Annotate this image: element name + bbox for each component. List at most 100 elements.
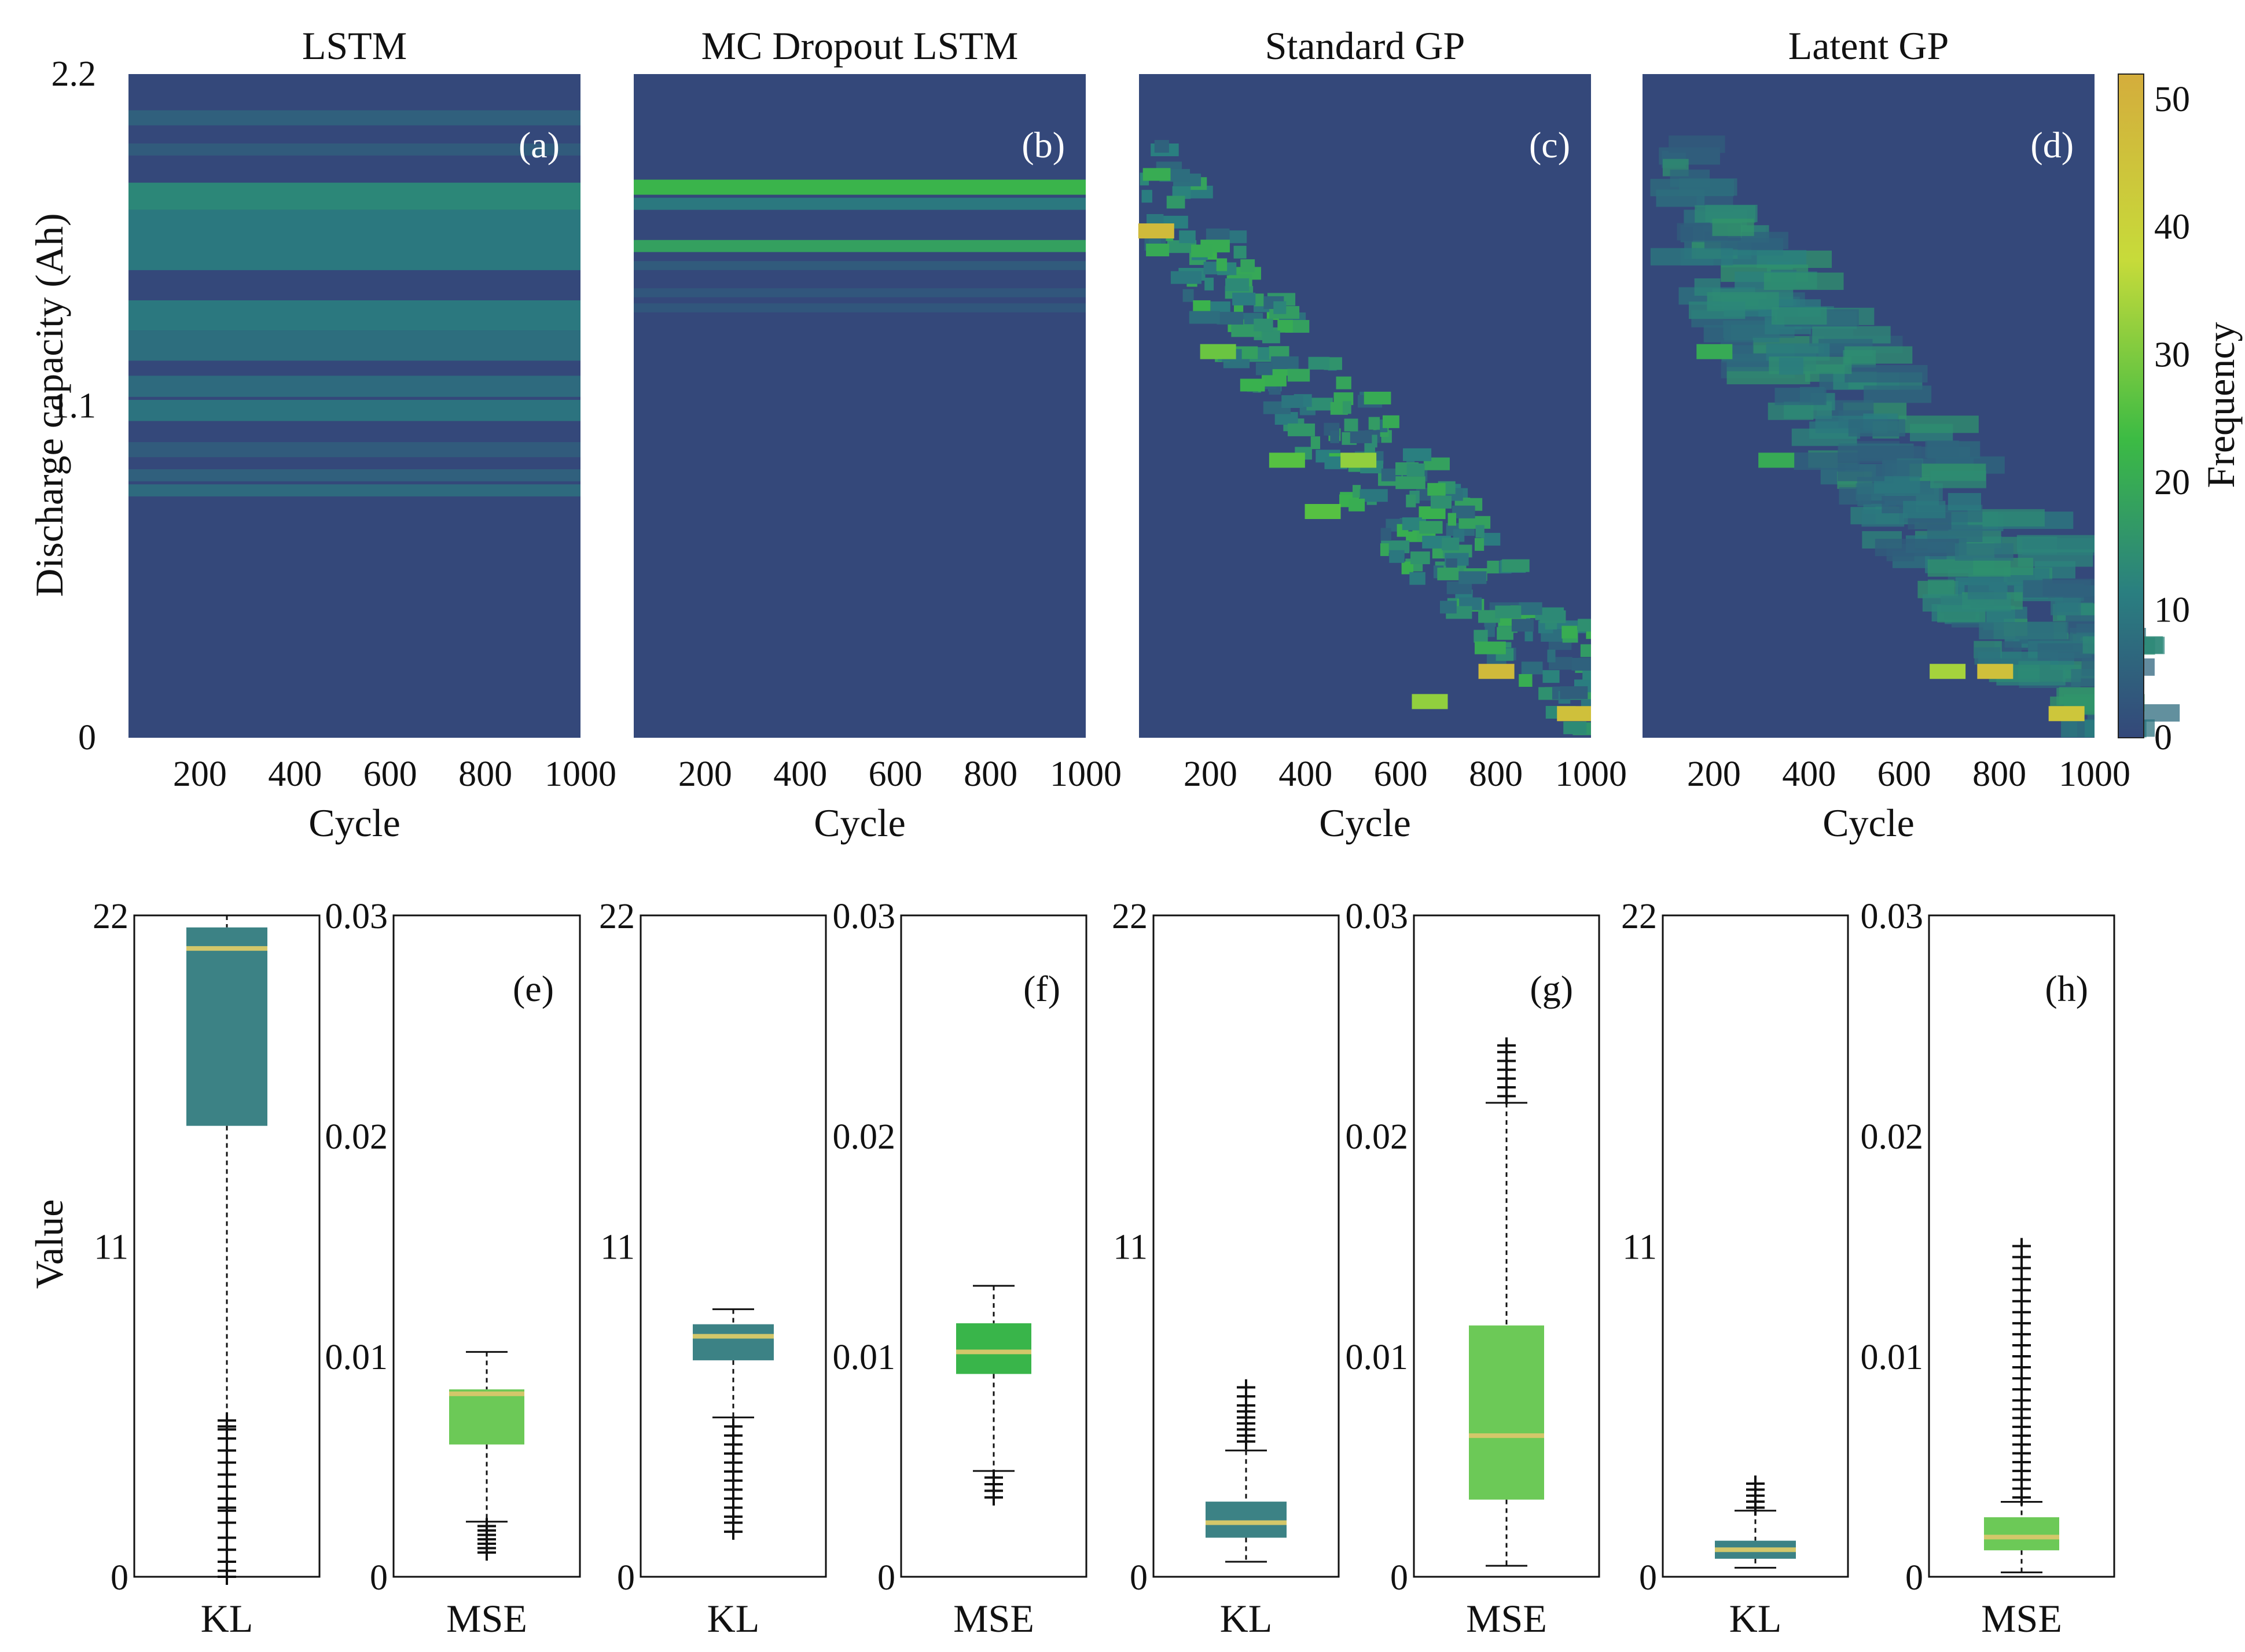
heatmap-cell	[1172, 186, 1191, 199]
heatmap-cell	[1225, 278, 1250, 292]
heatmap-panel-d: Latent GP (d) 200 400 600 800 1000 Cycle	[1643, 24, 2180, 845]
y-tick-label: 0	[1639, 1558, 1657, 1598]
heatmap-band	[128, 300, 580, 331]
heatmap-cell	[1254, 318, 1273, 332]
x-axis-label: Cycle	[308, 801, 401, 845]
boxplot-panel-e: 0 11 22 KL 0 0.01 0.02 0.03 MSE (e) Value	[27, 897, 581, 1640]
heatmap-cell	[2016, 535, 2107, 553]
heatmap-cell	[1206, 228, 1230, 241]
box-iqr	[693, 1324, 774, 1360]
y-tick-label: 0	[1130, 1558, 1148, 1598]
panel-title: MC Dropout LSTM	[701, 24, 1019, 68]
heatmap-cell	[1474, 630, 1488, 643]
colorbar-tick-label: 20	[2154, 463, 2190, 502]
y-tick-label: 1.1	[52, 387, 97, 426]
heatmap-panel-c: Standard GP (c) 200 400 600 800 1000 Cycle	[1138, 24, 1637, 845]
heatmap-cell	[1274, 412, 1298, 425]
heatmap-cell	[1287, 369, 1310, 382]
panel-label: (d)	[2030, 124, 2074, 165]
heatmap-cell	[1446, 581, 1472, 594]
heatmap-cell	[1427, 483, 1446, 496]
heatmap-cell	[1547, 649, 1556, 663]
heatmap-cell	[1349, 498, 1365, 512]
panel-label: (g)	[1530, 968, 1573, 1009]
heatmap-cell	[1261, 373, 1287, 387]
x-tick-label: 1000	[2059, 755, 2130, 794]
y-tick-label: 0	[370, 1558, 388, 1598]
y-tick-label: 0	[877, 1558, 895, 1598]
y-tick-label: 2.2	[52, 54, 97, 94]
x-category-label: MSE	[1981, 1596, 2062, 1640]
heatmap-cell	[1330, 430, 1340, 443]
boxplot-frame	[900, 914, 1087, 1578]
y-tick-label: 0.03	[1346, 897, 1409, 936]
heatmap-cell	[1170, 271, 1202, 284]
heatmap-band	[128, 110, 580, 126]
boxplot-frame	[1152, 914, 1340, 1578]
y-tick-label: 22	[1112, 897, 1148, 936]
x-tick-label: 600	[869, 755, 923, 794]
outlier	[218, 1529, 236, 1546]
outlier	[477, 1518, 496, 1535]
heatmap-cell	[1925, 440, 1959, 458]
heatmap-cell	[1563, 721, 1587, 734]
heatmap-cell	[1712, 218, 1754, 236]
colorbar-gradient	[2118, 73, 2144, 738]
y-tick-label: 0.02	[1346, 1117, 1409, 1157]
box-iqr	[1984, 1517, 2059, 1551]
heatmap-cell	[1401, 561, 1413, 575]
heatmap-hotspot	[1478, 664, 1515, 679]
panel-title: Standard GP	[1265, 24, 1465, 68]
panel-mask	[1591, 71, 1637, 741]
heatmap-cell	[1166, 196, 1185, 209]
heatmap-cell	[1439, 601, 1457, 614]
y-tick-label: 0	[78, 718, 96, 757]
heatmap-band	[128, 143, 580, 156]
x-tick-label: 400	[1278, 755, 1332, 794]
heatmap-cell	[1232, 292, 1256, 306]
heatmap-cell	[1875, 539, 1959, 557]
heatmap-band	[634, 240, 1086, 252]
heatmap-cell	[1273, 301, 1287, 314]
y-tick-label: 0.01	[1861, 1338, 1924, 1377]
heatmap-band	[128, 209, 580, 270]
colorbar: 0 10 20 30 40 50 Frequency	[2118, 73, 2243, 757]
heatmap-cell	[1233, 245, 1247, 259]
heatmap-cell	[1864, 385, 1932, 403]
y-tick-label: 22	[93, 897, 128, 936]
y-tick-label: 0.03	[325, 897, 388, 936]
heatmap-cell	[1167, 240, 1197, 253]
heatmap-cell	[1561, 626, 1578, 639]
y-tick-label: 0.01	[325, 1338, 388, 1377]
boxplot-kl: 0 11 22 KL	[599, 897, 827, 1640]
x-tick-label: 200	[1184, 755, 1237, 794]
colorbar-tick-label: 50	[2154, 80, 2190, 119]
heatmap-cell	[1447, 513, 1457, 526]
heatmap-cell	[1838, 463, 1885, 481]
heatmap-cell	[1844, 346, 1913, 364]
boxplot-panel-g: 0 11 22 KL 0 0.01 0.02 0.03 MSE (g)	[1112, 897, 1600, 1640]
boxplot-kl: 0 11 22 KL	[1112, 897, 1340, 1640]
heatmap-hotspot	[1977, 664, 2013, 679]
heatmap-cell	[1342, 401, 1351, 414]
heatmap-cell	[1898, 415, 1979, 433]
x-category-label: KL	[1729, 1596, 1782, 1640]
y-tick-label: 22	[1621, 897, 1657, 936]
panel-title: Latent GP	[1788, 24, 1949, 68]
heatmap-band	[634, 197, 1086, 210]
heatmap-cell	[1474, 538, 1485, 551]
heatmap-cell	[1650, 248, 1733, 266]
x-tick-label: 600	[1374, 755, 1428, 794]
boxplot-mse: 0 0.01 0.02 0.03 MSE (f)	[833, 897, 1087, 1640]
heatmap-cell	[1141, 190, 1152, 203]
heatmap-cell	[1380, 543, 1389, 556]
heatmap-cell	[1535, 607, 1564, 620]
heatmap-cell	[1409, 572, 1425, 585]
y-tick-label: 0	[111, 1558, 128, 1598]
panel-title: LSTM	[302, 24, 407, 68]
heatmap-panel-a: LSTM (a) 200 400 600 800 1000 Cycle 0 1.1 2.2 Disch…	[27, 24, 616, 845]
y-tick-label: 0	[1905, 1558, 1923, 1598]
outlier	[1237, 1379, 1255, 1396]
y-tick-label: 0.02	[833, 1117, 896, 1157]
